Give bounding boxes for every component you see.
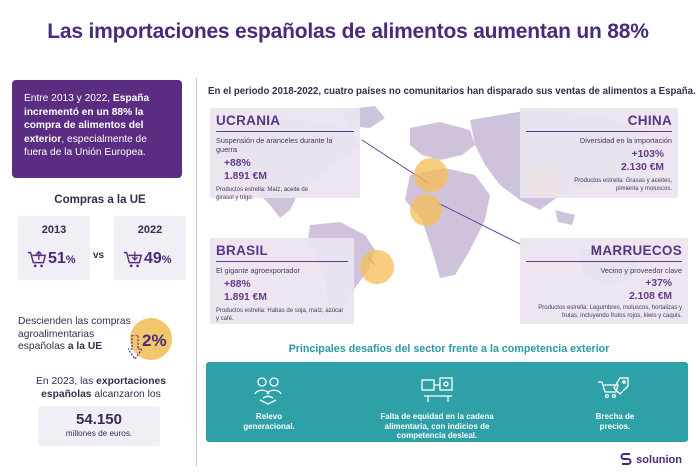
challenges-heading: Principales desafíos del sector frente a… — [288, 343, 610, 355]
eu-2013-box: 2013 51% — [18, 216, 90, 280]
intro-text-1: Entre 2013 y 2022, — [24, 93, 113, 104]
eu-2022-unit: % — [161, 254, 172, 266]
marruecos-panel: MARRUECOS Vecino y proveedor clave +37% … — [520, 238, 688, 324]
page-title: Las importaciones españolas de alimentos… — [47, 20, 649, 43]
brasil-amount: 1.891 €M — [224, 292, 267, 303]
brasil-percent: +88% — [224, 279, 251, 290]
challenge-3-label: Brecha de precios. — [595, 412, 635, 431]
ucrania-amount: 1.891 €M — [224, 171, 267, 182]
europe-shape — [410, 122, 475, 160]
eu-2013-year: 2013 — [41, 224, 67, 236]
intro-text-2: , especialmente de fuera de la Unión Eur… — [24, 133, 147, 159]
intro-text-bold: España incrementó en un 88% la compra de… — [24, 93, 150, 145]
decline-text-bold: a la UE — [67, 341, 103, 352]
brasil-tagline: El gigante agroexportador — [216, 266, 300, 275]
eu-2022-value: 49 — [144, 250, 162, 267]
indonesia-shape — [555, 210, 575, 225]
china-name: CHINA — [627, 113, 672, 128]
china-amount: 2.130 €M — [621, 162, 664, 173]
challenges-banner — [206, 362, 688, 442]
eu-2022-box: 2022 49% — [114, 216, 186, 280]
ucrania-panel: UCRANIA Suspensión de aranceles durante … — [210, 108, 360, 201]
ucrania-name: UCRANIA — [216, 113, 281, 128]
generational-handover-icon — [254, 377, 282, 405]
china-panel: CHINA Diversidad en la importación +103%… — [520, 108, 678, 198]
marruecos-tagline: Vecino y proveedor clave — [600, 266, 682, 275]
exports-text-1: En 2023, las — [36, 376, 97, 387]
china-products: Productos estrella: Grasas y aceites, pi… — [574, 178, 672, 192]
decline-text: Descienden las compras agroalimentarias … — [18, 316, 138, 354]
map-subtitle: En el periodo 2018-2022, cuatro países n… — [208, 86, 696, 97]
ucrania-products: Productos estrella: Maíz, aceite de gira… — [216, 187, 309, 201]
solunion-logo-icon — [620, 453, 632, 465]
brasil-products: Productos estrella: Habas de soja, maíz,… — [216, 308, 344, 322]
marruecos-marker — [410, 194, 442, 226]
exports-text: En 2023, las exportaciones españolas alc… — [14, 376, 188, 401]
brasil-divider — [216, 261, 348, 262]
eu-2022-year: 2022 — [137, 224, 163, 236]
eu-2013-value: 51 — [48, 250, 66, 267]
marruecos-divider — [526, 261, 682, 262]
challenge-2-label: Falta de equidad en la cadena alimentari… — [380, 412, 494, 440]
column-divider — [196, 78, 197, 466]
brasil-panel: BRASIL El gigante agroexportador +88% 1.… — [210, 238, 354, 324]
ucrania-percent: +88% — [224, 158, 251, 169]
decline-text-1: Descienden las compras agroalimentarias … — [18, 316, 131, 352]
marruecos-percent: +37% — [645, 278, 672, 289]
marruecos-amount: 2.108 €M — [629, 291, 672, 302]
exports-amount: 54.150 — [76, 411, 122, 428]
china-divider — [526, 131, 672, 132]
eu-heading: Compras a la UE — [54, 194, 146, 206]
marruecos-connector — [437, 202, 523, 246]
exports-unit: millones de euros. — [65, 429, 133, 438]
marruecos-name: MARRUECOS — [590, 243, 682, 258]
brasil-name: BRASIL — [216, 243, 269, 258]
versus-label: vs — [93, 250, 105, 261]
price-gap-icon — [598, 377, 629, 399]
decline-circle — [130, 318, 172, 360]
ucrania-tagline: Suspensión de aranceles durante la guerr… — [216, 136, 333, 154]
shopping-cart-down-icon — [123, 251, 143, 268]
ucrania-marker — [414, 158, 448, 192]
intro-box: Entre 2013 y 2022, España incrementó en … — [12, 80, 182, 178]
marruecos-products: Productos estrella: Legumbres, moluscos,… — [538, 305, 682, 319]
shopping-cart-up-icon — [27, 250, 47, 268]
brasil-marker — [360, 250, 394, 284]
exports-text-bold: exportaciones españolas — [41, 376, 166, 400]
arrow-down-icon — [128, 335, 142, 359]
challenge-1-label: Relevo generacional. — [243, 412, 295, 431]
china-tagline: Diversidad en la importación — [579, 136, 672, 145]
exports-text-2: alcanzaron los — [91, 388, 161, 400]
exports-box: 54.150 millones de euros. — [38, 406, 160, 446]
china-percent: +103% — [631, 149, 664, 160]
eu-2013-unit: % — [65, 254, 76, 266]
ucrania-divider — [216, 131, 354, 132]
brand-name: solunion — [636, 454, 682, 466]
decline-value: 2% — [142, 331, 167, 350]
brand-logo: solunion — [619, 452, 682, 466]
food-chain-icon — [421, 377, 453, 402]
